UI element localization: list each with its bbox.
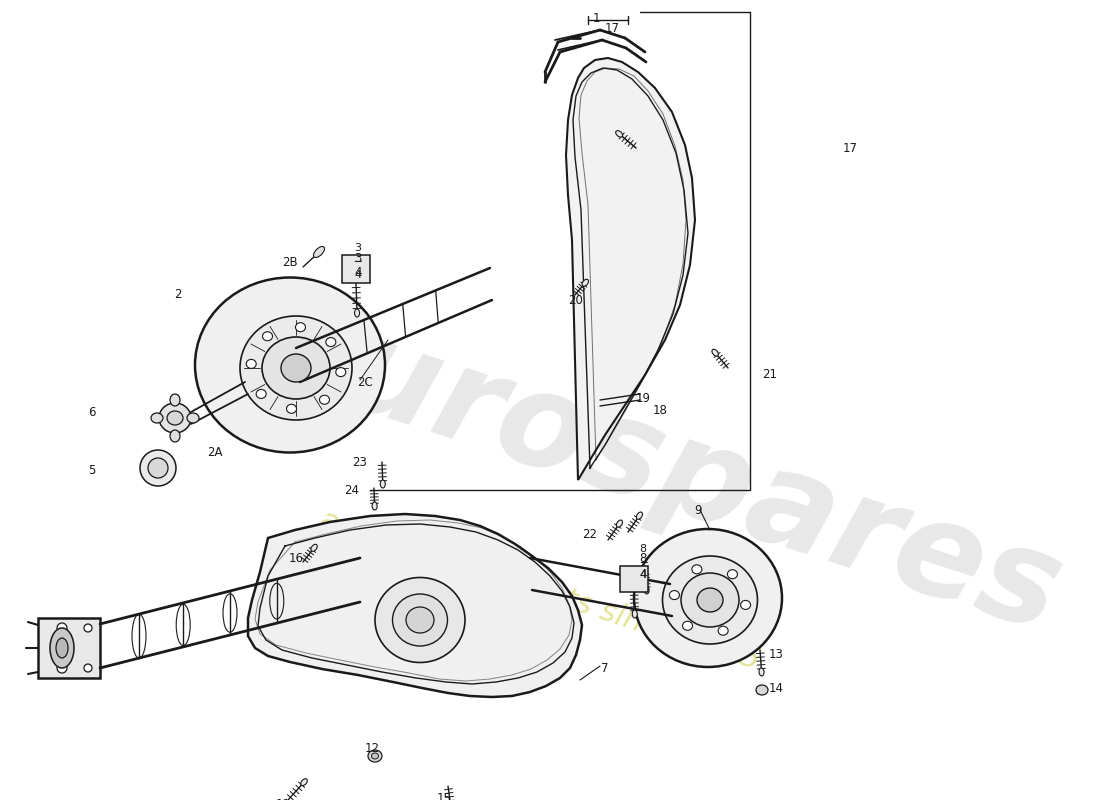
Ellipse shape [263, 332, 273, 341]
Ellipse shape [634, 529, 782, 667]
Text: 8: 8 [639, 544, 647, 554]
Ellipse shape [57, 623, 67, 633]
Text: 4: 4 [639, 570, 647, 580]
Ellipse shape [681, 573, 739, 627]
Text: a passion for parts since 1985: a passion for parts since 1985 [317, 505, 763, 675]
Text: 24: 24 [344, 483, 360, 497]
Ellipse shape [84, 664, 92, 672]
Ellipse shape [148, 458, 168, 478]
Ellipse shape [280, 354, 311, 382]
Text: 2: 2 [174, 289, 182, 302]
Ellipse shape [740, 601, 750, 610]
Ellipse shape [256, 390, 266, 398]
Text: 2B: 2B [283, 257, 298, 270]
Ellipse shape [170, 394, 180, 406]
Ellipse shape [375, 578, 465, 662]
Ellipse shape [311, 544, 317, 551]
Ellipse shape [697, 588, 723, 612]
Text: 4: 4 [639, 567, 647, 581]
Ellipse shape [314, 246, 324, 258]
Text: ─: ─ [639, 557, 647, 567]
Text: 7: 7 [602, 662, 608, 674]
Ellipse shape [246, 359, 256, 369]
Ellipse shape [616, 130, 623, 137]
Ellipse shape [296, 322, 306, 332]
Text: 20: 20 [569, 294, 583, 306]
Ellipse shape [406, 607, 434, 633]
Ellipse shape [319, 395, 330, 404]
Ellipse shape [756, 685, 768, 695]
Ellipse shape [187, 413, 199, 423]
Text: 23: 23 [353, 455, 367, 469]
Ellipse shape [670, 590, 680, 599]
Ellipse shape [160, 403, 191, 433]
Ellipse shape [140, 450, 176, 486]
Text: 8: 8 [639, 551, 647, 565]
Ellipse shape [84, 624, 92, 632]
Text: 6: 6 [88, 406, 96, 418]
Ellipse shape [727, 570, 737, 578]
Ellipse shape [56, 638, 68, 658]
Ellipse shape [151, 413, 163, 423]
Ellipse shape [262, 337, 330, 399]
Ellipse shape [616, 520, 623, 527]
Text: 17: 17 [605, 22, 619, 34]
Ellipse shape [195, 278, 385, 453]
Ellipse shape [286, 404, 297, 414]
Text: 17: 17 [843, 142, 858, 154]
Text: 2A: 2A [207, 446, 222, 458]
Text: 4: 4 [354, 266, 362, 278]
Ellipse shape [712, 350, 718, 356]
Polygon shape [566, 58, 695, 480]
Ellipse shape [354, 309, 360, 317]
Ellipse shape [57, 663, 67, 673]
Text: 16: 16 [288, 551, 304, 565]
Ellipse shape [632, 610, 637, 618]
Ellipse shape [381, 480, 385, 488]
Ellipse shape [662, 556, 758, 644]
Text: 13: 13 [769, 649, 783, 662]
Ellipse shape [372, 502, 377, 510]
Ellipse shape [682, 622, 693, 630]
Text: 2C: 2C [358, 375, 373, 389]
Ellipse shape [692, 565, 702, 574]
Polygon shape [248, 514, 582, 697]
Text: 5: 5 [88, 463, 96, 477]
Ellipse shape [326, 338, 336, 346]
Text: 12: 12 [364, 742, 380, 755]
Text: 11: 11 [275, 798, 290, 800]
Text: 3: 3 [354, 243, 362, 253]
Ellipse shape [582, 279, 588, 286]
Text: 14: 14 [769, 682, 783, 694]
Ellipse shape [759, 668, 764, 676]
Ellipse shape [372, 753, 378, 759]
Polygon shape [39, 618, 100, 678]
Text: 4: 4 [354, 270, 362, 280]
Text: 1: 1 [592, 11, 600, 25]
Ellipse shape [368, 750, 382, 762]
Ellipse shape [336, 367, 345, 377]
Ellipse shape [170, 430, 180, 442]
FancyBboxPatch shape [342, 255, 370, 283]
Text: 15: 15 [437, 791, 451, 800]
Ellipse shape [240, 316, 352, 420]
Text: 18: 18 [652, 403, 668, 417]
Text: ─: ─ [354, 256, 362, 266]
Ellipse shape [300, 778, 307, 786]
Text: 3: 3 [354, 251, 362, 265]
Ellipse shape [167, 411, 183, 425]
Text: 22: 22 [583, 529, 597, 542]
Ellipse shape [718, 626, 728, 635]
Text: 9: 9 [694, 503, 702, 517]
FancyBboxPatch shape [620, 566, 648, 592]
Ellipse shape [393, 594, 448, 646]
Text: 21: 21 [762, 369, 778, 382]
Ellipse shape [645, 586, 649, 594]
Text: eurospares: eurospares [243, 281, 1077, 659]
Ellipse shape [50, 628, 74, 668]
Text: 19: 19 [636, 391, 650, 405]
Ellipse shape [637, 512, 642, 519]
